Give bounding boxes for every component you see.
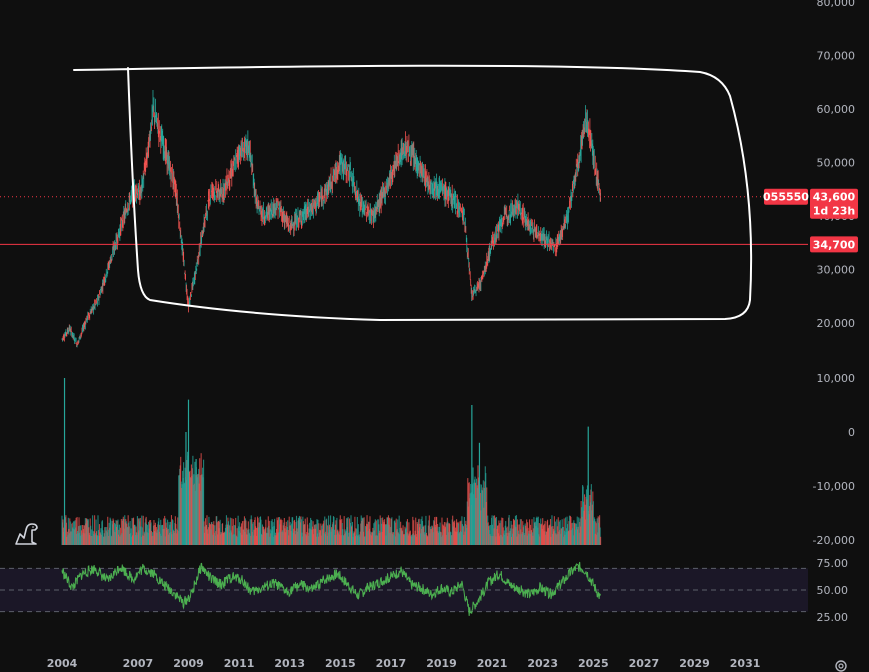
x-tick-label: 2029 — [679, 657, 710, 670]
rsi-band — [0, 568, 808, 612]
annotation-box — [73, 64, 753, 322]
last-price-badge — [810, 188, 858, 219]
price-tick-label: 50,000 — [817, 157, 856, 170]
drawn-annotation — [73, 64, 753, 322]
price-candles — [0, 90, 808, 348]
dinosaur-logo-icon — [15, 523, 38, 545]
x-tick-label: 2017 — [376, 657, 407, 670]
volume-tick-label: -10,000 — [813, 480, 855, 493]
rsi-pane — [0, 561, 808, 616]
volume-tick-label: 0 — [848, 426, 855, 439]
level-badge — [810, 236, 858, 253]
symbol-label: 055550 — [763, 191, 809, 204]
x-tick-label: 2019 — [426, 657, 457, 670]
x-tick-label: 2011 — [224, 657, 255, 670]
rsi-tick-label: 25.00 — [817, 611, 849, 624]
rsi-line — [61, 561, 602, 616]
x-tick-label: 2027 — [629, 657, 660, 670]
price-tick-label: 20,000 — [817, 317, 856, 330]
x-tick-label: 2015 — [325, 657, 356, 670]
volume-histogram — [61, 378, 602, 545]
price-tick-label: 70,000 — [817, 50, 856, 63]
price-tick-label: 60,000 — [817, 103, 856, 116]
x-tick-label: 2031 — [730, 657, 761, 670]
countdown-label: 1d 23h — [813, 205, 856, 218]
price-tick-label: 30,000 — [817, 264, 856, 277]
x-tick-label: 2023 — [527, 657, 558, 670]
x-tick-label: 2013 — [274, 657, 305, 670]
x-tick-label: 2009 — [173, 657, 204, 670]
volume-tick-label: 10,000 — [817, 372, 856, 385]
x-tick-label: 2004 — [47, 657, 78, 670]
last-price-label: 43,600 — [813, 191, 856, 204]
volume-tick-label: -20,000 — [813, 534, 855, 547]
price-tick-label: 80,000 — [817, 0, 856, 9]
x-tick-label: 2025 — [578, 657, 609, 670]
gear-icon[interactable] — [835, 660, 847, 672]
rsi-tick-label: 75.00 — [817, 557, 849, 570]
x-tick-label: 2007 — [123, 657, 154, 670]
symbol-badge — [764, 188, 808, 205]
rsi-tick-label: 50.00 — [817, 584, 849, 597]
x-tick-label: 2021 — [477, 657, 508, 670]
level-label: 34,700 — [813, 238, 856, 251]
